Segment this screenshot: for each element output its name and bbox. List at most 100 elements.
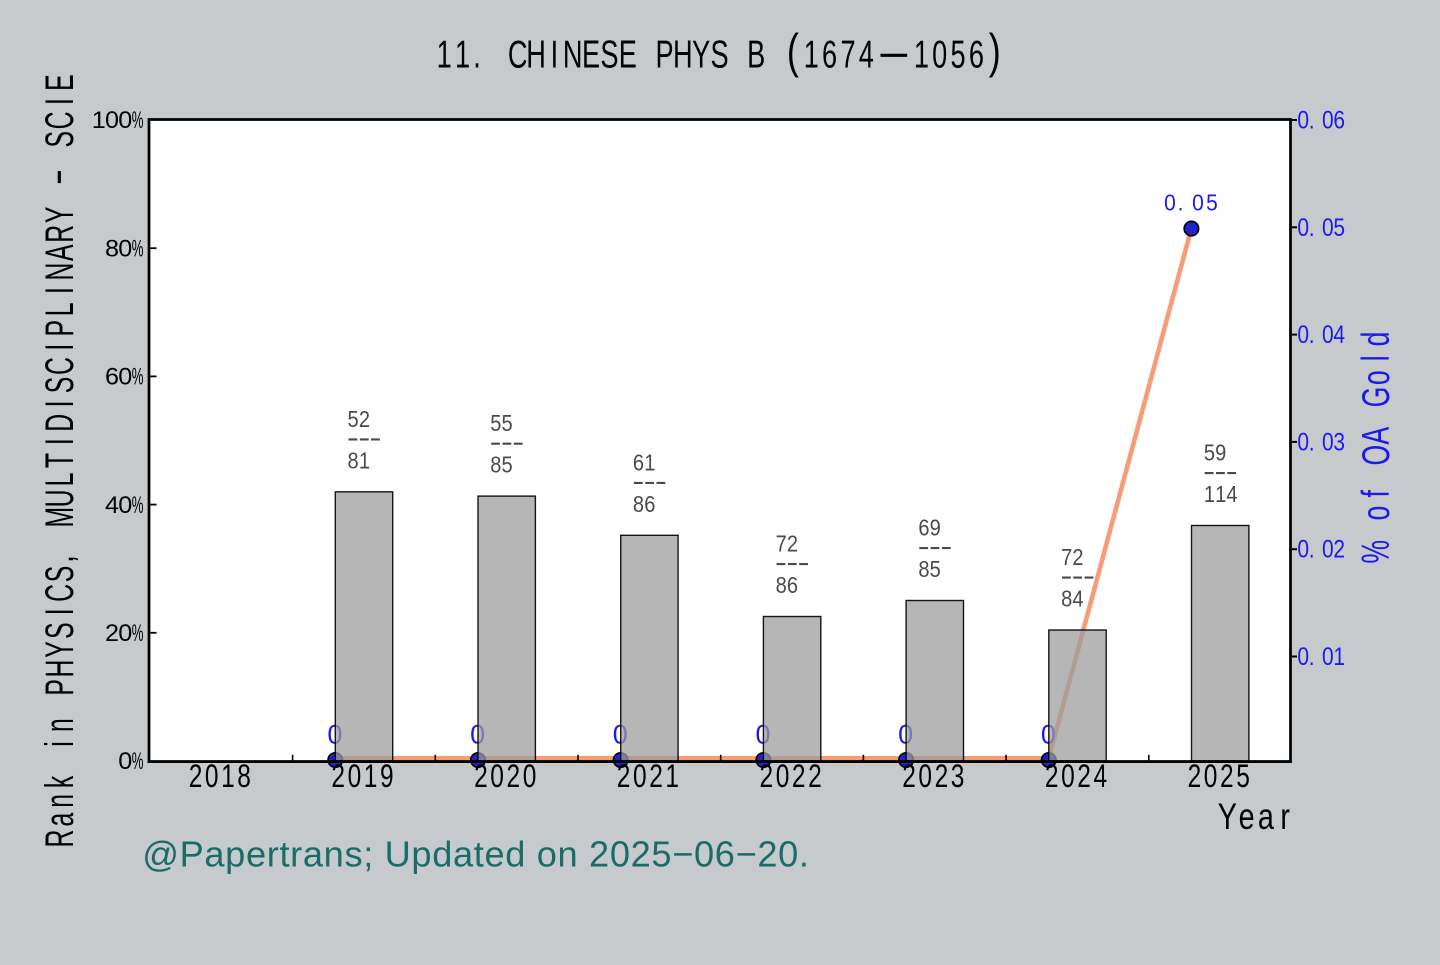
svg-text:R: R [38,225,82,243]
svg-text:5: 5 [502,411,513,436]
svg-text:4: 4 [1072,586,1083,611]
svg-text:S: S [38,131,82,148]
svg-text:.: . [1309,535,1315,563]
svg-text:7: 7 [1061,545,1072,570]
svg-text:C: C [38,584,82,602]
svg-text:e: e [1239,797,1255,838]
svg-text:I: I [38,608,82,615]
svg-text:B: B [747,34,765,77]
svg-text:5: 5 [951,34,966,77]
svg-text:T: T [38,453,82,468]
svg-text:.: . [1309,320,1315,348]
svg-text:1: 1 [644,450,655,475]
svg-text:I: I [38,344,82,351]
svg-text:L: L [38,473,82,487]
svg-text:0: 0 [1297,106,1309,134]
svg-text:d: d [1355,332,1398,347]
svg-text:%: % [132,235,144,262]
svg-text:4: 4 [105,492,119,518]
svg-text:N: N [38,263,82,281]
svg-text:2: 2 [1072,545,1083,570]
svg-text:6: 6 [105,364,119,390]
svg-text:0: 0 [1322,106,1334,134]
svg-text:2: 2 [359,407,370,432]
svg-text:%: % [132,748,144,775]
svg-text:5: 5 [502,452,513,477]
svg-text:1: 1 [1333,642,1345,670]
svg-text:3: 3 [1333,428,1345,456]
svg-text:H: H [526,34,546,77]
svg-text:o: o [1355,370,1398,385]
svg-text:2: 2 [792,759,806,795]
svg-text:0: 0 [490,759,504,795]
svg-text:8: 8 [1061,586,1072,611]
svg-text:8: 8 [348,448,359,473]
svg-text:4: 4 [859,34,874,77]
svg-text:.: . [473,34,481,77]
svg-text:0: 0 [1322,535,1334,563]
svg-text:2: 2 [902,759,916,795]
svg-text:C: C [38,357,82,375]
svg-text:6: 6 [633,450,644,475]
svg-text:.: . [1309,106,1315,134]
svg-text:5: 5 [490,411,501,436]
svg-text:4: 4 [1333,320,1345,348]
svg-text:0: 0 [523,759,537,795]
svg-text:2: 2 [506,759,520,795]
svg-text:6: 6 [822,34,837,77]
svg-text:P: P [38,679,82,696]
svg-text:2: 2 [189,759,203,795]
svg-text:3: 3 [951,759,965,795]
svg-text:0: 0 [118,364,132,390]
svg-text:1: 1 [1215,482,1226,507]
svg-text:.: . [1309,428,1315,456]
svg-text:l: l [1355,355,1398,361]
svg-text:8: 8 [490,452,501,477]
svg-text:0: 0 [1322,320,1334,348]
svg-text:2: 2 [474,759,488,795]
svg-text:M: M [38,507,82,528]
svg-text:2: 2 [617,759,631,795]
svg-text:I: I [551,34,559,77]
svg-text:H: H [38,660,82,678]
svg-text:(: ( [787,24,799,77]
svg-text:2: 2 [759,759,773,795]
svg-text:.: . [1309,213,1315,241]
svg-text:7: 7 [840,34,855,77]
svg-text:2: 2 [1333,535,1345,563]
svg-text:2: 2 [1188,759,1202,795]
svg-text:R: R [38,830,82,848]
svg-text:8: 8 [776,573,787,598]
svg-text:4: 4 [1226,482,1237,507]
svg-text:r: r [1280,797,1290,838]
svg-text:S: S [600,34,618,77]
svg-text:%: % [1355,540,1398,564]
svg-text:0: 0 [633,759,647,795]
svg-text:Y: Y [38,207,82,224]
svg-text:A: A [38,244,82,261]
svg-text:0: 0 [1297,642,1309,670]
svg-text:1: 1 [437,34,452,77]
svg-text:0: 0 [918,759,932,795]
svg-text:8: 8 [105,236,119,262]
svg-text:1: 1 [665,759,679,795]
svg-text:2: 2 [787,531,798,556]
svg-text:Y: Y [1218,797,1237,838]
svg-text:2: 2 [331,759,345,795]
svg-text:6: 6 [644,492,655,517]
svg-text:0: 0 [1061,759,1075,795]
svg-text:S: S [38,566,82,583]
svg-text:D: D [38,414,82,432]
svg-text:1: 1 [359,448,370,473]
svg-text:9: 9 [1215,440,1226,465]
svg-text:9: 9 [930,515,941,540]
svg-text:I: I [38,438,82,445]
svg-text:O: O [1355,445,1398,466]
svg-text:k: k [38,775,82,788]
svg-text:%: % [132,364,144,391]
svg-text:0: 0 [118,492,132,518]
svg-text:i: i [38,741,82,747]
svg-text:Y: Y [38,641,82,658]
svg-text:@Papertrans; Updated on 2025−0: @Papertrans; Updated on 2025−06−20. [142,834,809,875]
svg-text:): ) [989,24,1001,77]
